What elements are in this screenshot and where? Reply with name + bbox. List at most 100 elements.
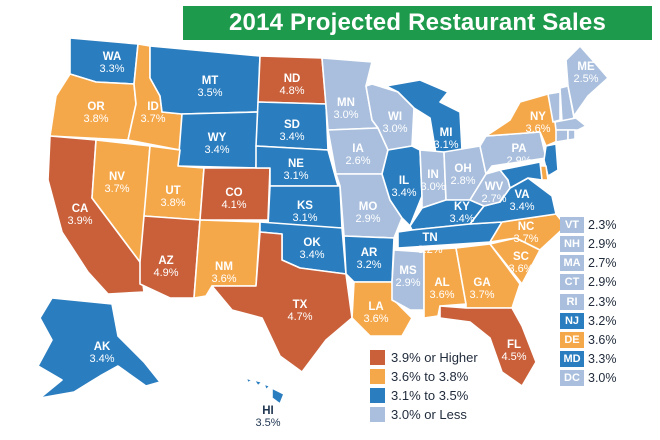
state-value-nd: 4.8% [279,85,304,97]
state-value-mi: 3.1% [433,139,458,151]
state-abbr-nv: NV [109,171,125,183]
state-label-nv: NV 3.7% [104,171,129,195]
state-abbr-wy: WY [208,132,227,144]
state-value-al: 3.6% [429,289,454,301]
state-value-mt: 3.5% [197,87,222,99]
state-label-wi: WI 3.0% [382,111,407,135]
small-state-row-md: MD 3.3% [560,350,656,368]
small-state-value: 3.3% [588,352,617,367]
small-state-value: 2.9% [588,236,617,251]
state-abbr-va: VA [514,189,529,201]
state-abbr-az: AZ [158,255,173,267]
state-HI[interactable] [245,377,285,405]
state-CT[interactable] [555,129,569,143]
state-abbr-nm: NM [215,261,233,273]
map-legend: 3.9% or Higher 3.6% to 3.8% 3.1% to 3.5% 3.… [370,348,478,424]
state-abbr-id: ID [147,101,159,113]
state-label-ny: NY 3.6% [525,111,550,135]
state-value-ar: 3.2% [356,259,381,271]
state-label-nm: NM 3.6% [211,261,236,285]
state-abbr-ar: AR [361,247,378,259]
state-value-or: 3.8% [83,113,108,125]
legend-item-2: 3.6% to 3.8% [370,367,478,386]
state-abbr-ky: KY [454,201,470,213]
state-value-wa: 3.3% [99,63,124,75]
state-value-ga: 3.7% [469,289,494,301]
map-title: 2014 Projected Restaurant Sales Growth [183,6,652,70]
state-label-in: IN 3.0% [420,169,445,193]
state-label-ms: MS 2.9% [395,265,420,289]
state-label-wv: WV 2.7% [481,181,506,205]
state-label-hi: HI 3.5% [255,405,280,429]
small-state-row-vt: VT 2.3% [560,216,656,234]
state-label-va: VA 3.4% [509,189,534,213]
state-value-il: 3.4% [391,187,416,199]
state-abbr-mn: MN [337,97,355,109]
state-label-or: OR 3.8% [83,101,108,125]
state-value-me: 2.5% [573,73,598,85]
state-value-in: 3.0% [420,181,445,193]
state-abbr-co: CO [225,187,242,199]
state-value-wi: 3.0% [382,123,407,135]
state-label-tn: TN 3.2% [417,232,442,256]
small-state-value: 2.3% [588,294,617,309]
state-value-ia: 2.6% [345,155,370,167]
state-value-wy: 3.4% [204,144,229,156]
state-label-ne: NE 3.1% [283,158,308,182]
state-AK[interactable] [37,297,161,399]
state-abbr-oh: OH [454,163,471,175]
legend-item-4: 3.0% or Less [370,405,478,424]
state-label-il: IL 3.4% [391,175,416,199]
small-state-row-de: DE 3.6% [560,331,656,349]
state-value-ut: 3.8% [160,197,185,209]
state-value-ms: 2.9% [395,277,420,289]
small-state-value: 2.7% [588,256,617,271]
state-NJ[interactable] [543,143,559,177]
state-value-az: 4.9% [153,267,178,279]
state-value-ky: 3.4% [449,213,474,225]
state-label-ia: IA 2.6% [345,143,370,167]
state-MA[interactable] [554,117,587,131]
state-label-co: CO 4.1% [221,187,246,211]
state-FL[interactable] [439,305,537,387]
small-state-abbr: MA [560,255,584,272]
state-abbr-il: IL [399,175,409,187]
state-label-ut: UT 3.8% [160,185,185,209]
state-label-id: ID 3.7% [140,101,165,125]
state-RI[interactable] [567,129,576,141]
small-state-row-ct: CT 2.9% [560,274,656,292]
state-value-ok: 3.4% [299,249,324,261]
state-value-ca: 3.9% [67,215,92,227]
state-label-ky: KY 3.4% [449,201,474,225]
small-state-row-dc: DC 3.0% [560,370,656,388]
state-value-sd: 3.4% [279,131,304,143]
state-value-nm: 3.6% [211,273,236,285]
state-label-wy: WY 3.4% [204,132,229,156]
state-TX[interactable] [211,231,353,373]
legend-swatch [370,350,385,365]
state-value-va: 3.4% [509,201,534,213]
state-abbr-sc: SC [513,251,529,263]
state-abbr-ca: CA [72,203,89,215]
state-abbr-ak: AK [94,341,111,353]
state-value-pa: 2.9% [506,155,531,167]
state-abbr-in: IN [427,169,439,181]
legend-label: 3.9% or Higher [391,350,478,365]
state-VT[interactable] [547,91,561,123]
state-label-tx: TX 4.7% [287,299,312,323]
state-abbr-nc: NC [518,221,535,233]
state-label-ca: CA 3.9% [67,203,92,227]
small-state-value: 2.3% [588,217,617,232]
small-state-row-ri: RI 2.3% [560,293,656,311]
state-value-hi: 3.5% [255,417,280,429]
state-label-pa: PA 2.9% [506,143,531,167]
state-abbr-sd: SD [284,119,300,131]
small-state-value: 3.0% [588,371,617,386]
state-ME[interactable] [565,45,609,117]
small-state-abbr: MD [560,351,584,368]
state-value-nc: 3.7% [513,233,538,245]
small-state-abbr: VT [560,216,584,233]
state-MD[interactable] [499,161,543,189]
state-value-nv: 3.7% [104,183,129,195]
